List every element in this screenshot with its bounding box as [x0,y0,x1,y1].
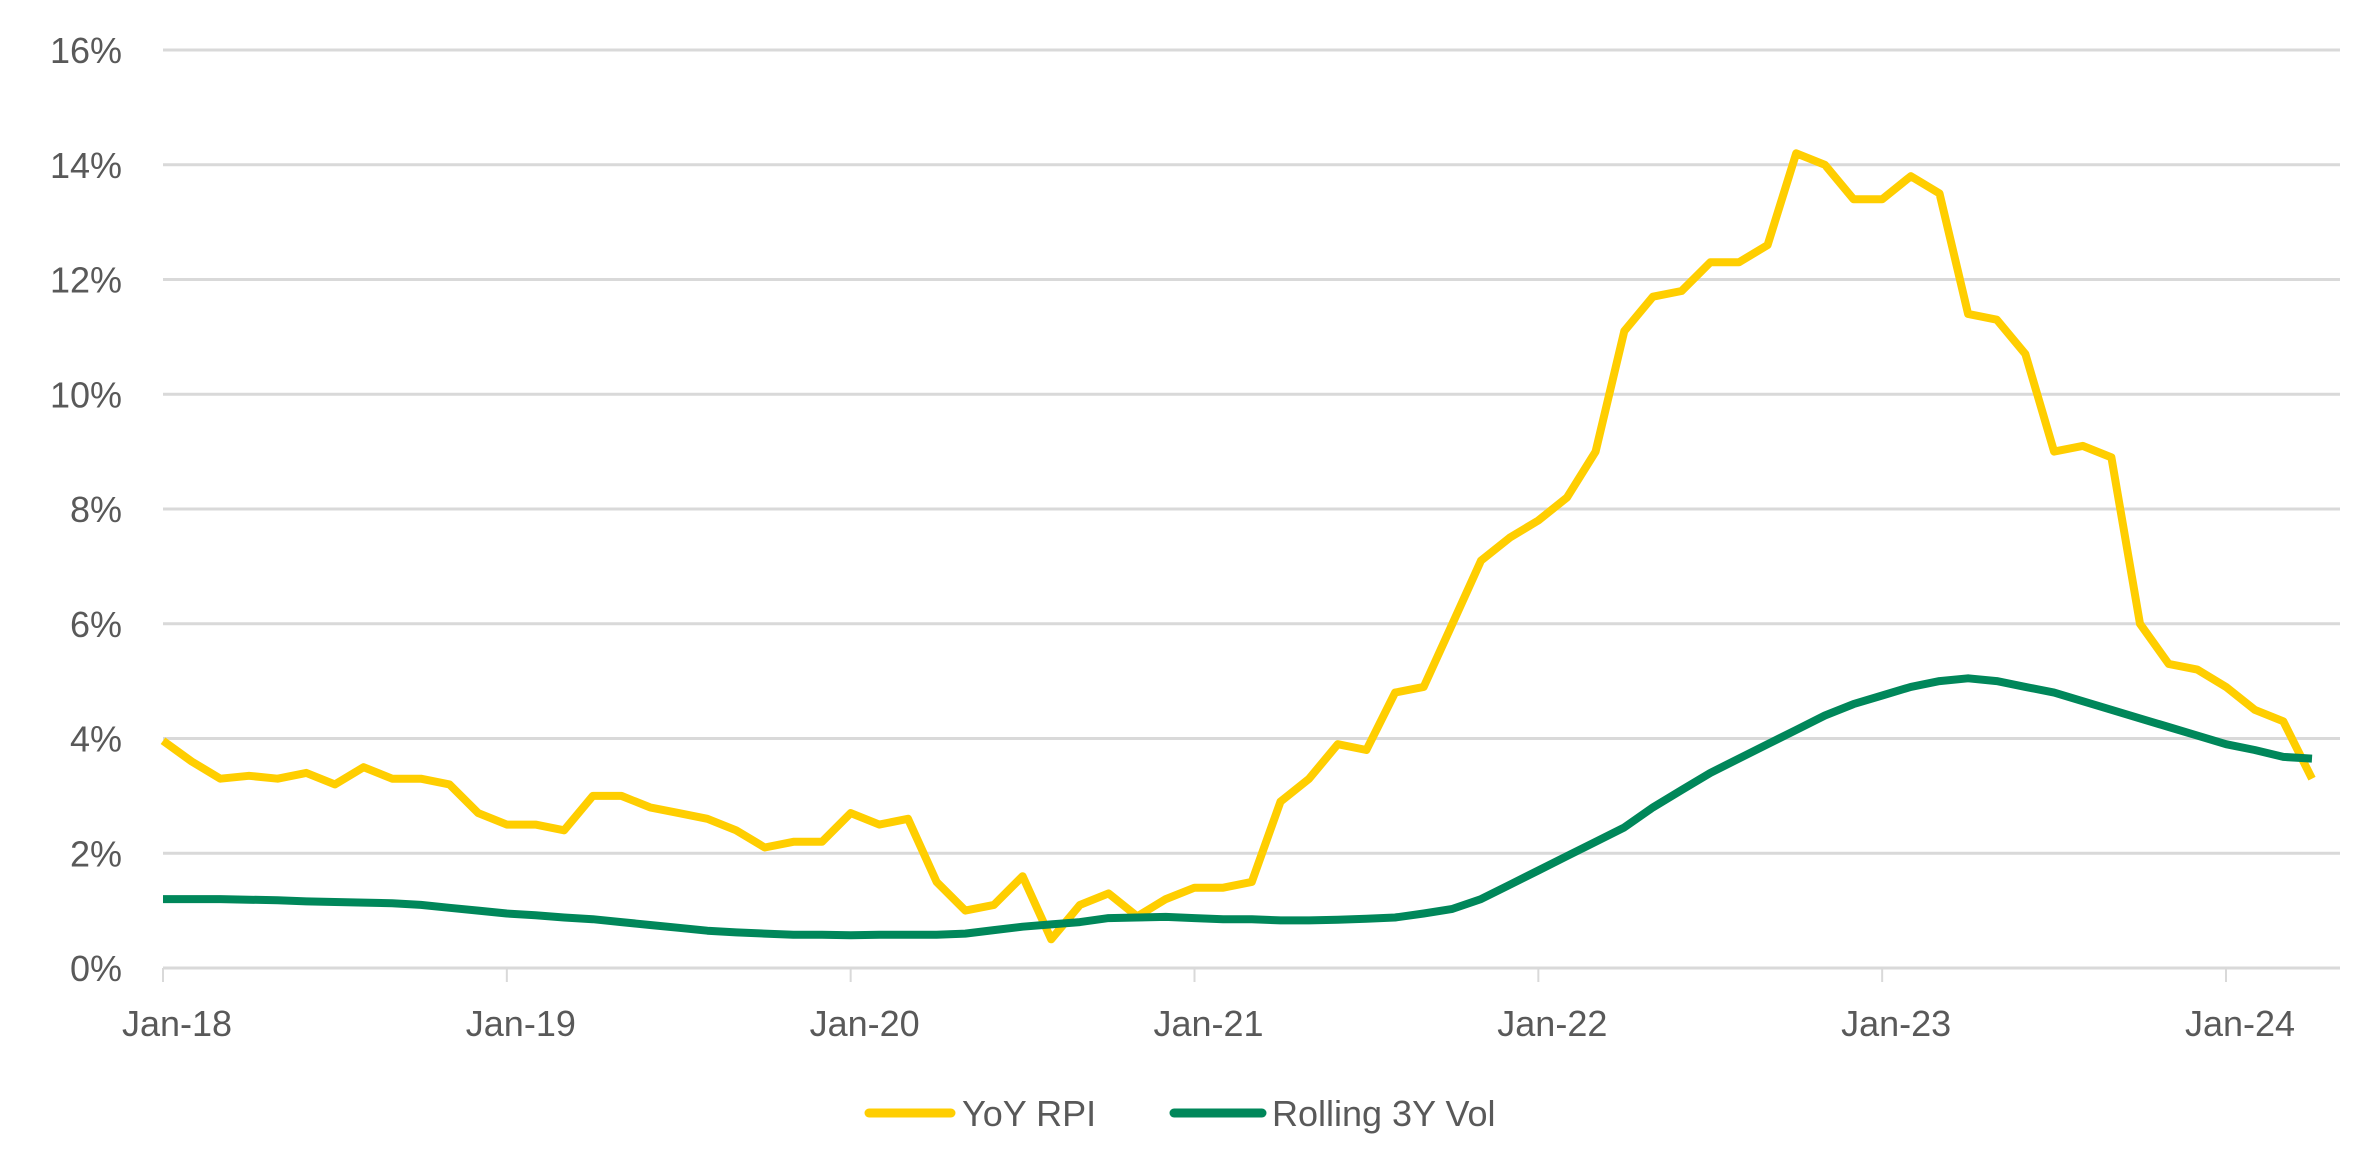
gridlines [163,48,2340,970]
legend-label-rolling-3y-vol: Rolling 3Y Vol [1272,1093,1496,1134]
x-tick-label: Jan-20 [810,1003,920,1044]
y-tick-label: 2% [70,833,122,874]
y-tick-label: 0% [70,948,122,989]
y-axis-tick-labels: 0% 2% 4% 6% 8% 10% 12% 14% 16% [50,30,122,989]
y-tick-label: 12% [50,260,122,301]
series-line-rolling-3y-vol [163,674,2313,940]
series-lines [160,149,2316,944]
y-tick-label: 4% [70,719,122,760]
y-tick-label: 10% [50,374,122,415]
x-tick-label: Jan-24 [2185,1003,2295,1044]
legend-label-yoy-rpi: YoY RPI [962,1093,1096,1134]
series-line-yoy-rpi [160,149,2316,944]
x-tick-label: Jan-23 [1841,1003,1951,1044]
y-tick-label: 6% [70,604,122,645]
x-tick-label: Jan-18 [122,1003,232,1044]
x-axis: Jan-18 Jan-19 Jan-20 Jan-21 Jan-22 Jan-23 Jan-… [122,968,2295,1044]
x-tick-label: Jan-21 [1153,1003,1263,1044]
y-tick-label: 16% [50,30,122,71]
x-tick-label: Jan-19 [466,1003,576,1044]
legend: YoY RPI Rolling 3Y Vol [864,1093,1496,1134]
y-tick-label: 8% [70,489,122,530]
y-tick-label: 14% [50,145,122,186]
x-tick-label: Jan-22 [1497,1003,1607,1044]
